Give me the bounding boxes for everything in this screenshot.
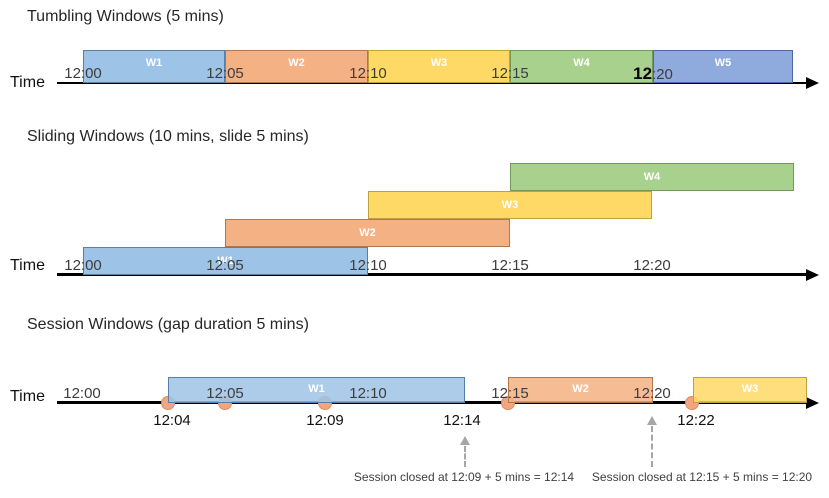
tumbling-window-box-w2	[225, 50, 368, 83]
tick-minutes: :20	[649, 385, 671, 402]
tick-hour: 12	[491, 257, 508, 274]
tumbling-window-box-w5	[653, 50, 793, 83]
tick-hour: 12	[63, 385, 80, 402]
tumbling-window-box-w4	[510, 50, 653, 83]
tick-minutes: :20	[649, 257, 671, 274]
session-close-arrow	[464, 446, 466, 467]
tick-minutes: :05	[222, 257, 244, 274]
session-window-box-w3	[693, 377, 807, 403]
tick-minutes: :10	[365, 65, 387, 82]
tick-hour: 12	[349, 385, 366, 402]
sliding-time-axis	[57, 273, 806, 276]
event-time-label: 12:22	[677, 412, 715, 429]
time-tick-label: 12:00	[64, 257, 102, 274]
session-section-title: Session Windows (gap duration 5 mins)	[27, 316, 309, 333]
tick-minutes: :10	[365, 257, 387, 274]
time-tick-label: 12:05	[206, 257, 244, 274]
session-axis-arrowhead-icon	[806, 397, 819, 409]
window-label: W4	[573, 57, 590, 69]
session-window-box-w2	[508, 377, 653, 403]
tick-minutes: :00	[80, 65, 102, 82]
sliding-window-box-w4	[510, 163, 794, 191]
tick-hour: 12	[206, 385, 223, 402]
time-tick-label: 12:05	[206, 65, 244, 82]
tumbling-time-axis-label: Time	[10, 74, 45, 91]
sliding-window-box-w1	[83, 247, 368, 275]
tick-hour: 12	[633, 257, 650, 274]
time-tick-label: 12:15	[491, 385, 529, 402]
window-label: W1	[145, 57, 163, 69]
time-tick-label: 12:20	[633, 385, 671, 402]
sliding-section-title: Sliding Windows (10 mins, slide 5 mins)	[27, 128, 309, 145]
tick-hour: 12	[633, 385, 650, 402]
tick-minutes: :15	[507, 257, 529, 274]
window-label: W2	[359, 227, 376, 239]
time-tick-label: 12:15	[491, 257, 529, 274]
tick-hour: 12	[206, 65, 223, 82]
session-close-arrow-head-icon	[460, 436, 470, 445]
session-time-axis-label: Time	[10, 388, 45, 405]
sliding-time-axis-label: Time	[10, 257, 45, 274]
window-label: W1	[308, 383, 325, 395]
tick-hour: 12	[349, 65, 366, 82]
event-time-label: 12:09	[306, 412, 344, 429]
sliding-window-box-w3	[368, 191, 652, 219]
time-tick-label: 12:00	[64, 65, 102, 82]
time-tick-label: 12:00	[63, 385, 101, 402]
tick-minutes: :15	[507, 65, 529, 82]
tumbling-window-box-w3	[368, 50, 510, 83]
tick-minutes: :00	[80, 257, 102, 274]
window-label: W4	[643, 171, 661, 183]
time-tick-label: 12:05	[206, 385, 244, 402]
event-time-label: 12:04	[153, 412, 191, 429]
tick-hour: 12	[64, 257, 81, 274]
window-label: W3	[741, 383, 759, 395]
tumbling-axis-arrowhead-icon	[806, 77, 819, 89]
tick-minutes: :05	[222, 385, 244, 402]
session-close-arrow	[651, 426, 653, 467]
tick-hour: 12	[206, 257, 223, 274]
window-label: W5	[714, 57, 732, 69]
session-window-box-w1	[168, 377, 465, 403]
window-label: W3	[430, 57, 448, 69]
session-close-annotation: Session closed at 12:09 + 5 mins = 12:14	[353, 470, 575, 484]
session-close-annotation: Session closed at 12:15 + 5 mins = 12:20	[591, 470, 813, 484]
tumbling-window-box-w1	[83, 50, 225, 83]
window-label: W2	[288, 57, 305, 69]
tick-minutes: :15	[507, 385, 529, 402]
tumbling-section-title: Tumbling Windows (5 mins)	[27, 8, 224, 25]
event-time-label: 12:14	[443, 412, 481, 429]
tick-minutes: :20	[652, 66, 673, 83]
time-tick-label: 12:10	[349, 385, 387, 402]
tick-hour: 12	[491, 385, 508, 402]
tick-minutes: :05	[222, 65, 244, 82]
tick-hour: 12	[64, 65, 81, 82]
time-tick-label: 12:10	[349, 65, 387, 82]
tick-hour: 12	[633, 64, 653, 83]
session-close-arrow-head-icon	[647, 416, 657, 425]
time-tick-label: 12:15	[491, 65, 529, 82]
tumbling-time-axis	[57, 82, 806, 84]
tick-minutes: :10	[365, 385, 387, 402]
tick-minutes: :00	[79, 385, 101, 402]
window-label: W3	[501, 199, 519, 211]
tick-hour: 12	[491, 65, 508, 82]
sliding-window-box-w2	[225, 219, 510, 247]
time-tick-label: 12:10	[349, 257, 387, 274]
tick-hour: 12	[349, 257, 366, 274]
window-label: W1	[217, 255, 234, 267]
sliding-axis-arrowhead-icon	[806, 269, 819, 281]
time-tick-label: 12:20	[633, 257, 671, 274]
time-tick-label: 12:20	[633, 65, 673, 83]
window-label: W2	[572, 383, 589, 395]
